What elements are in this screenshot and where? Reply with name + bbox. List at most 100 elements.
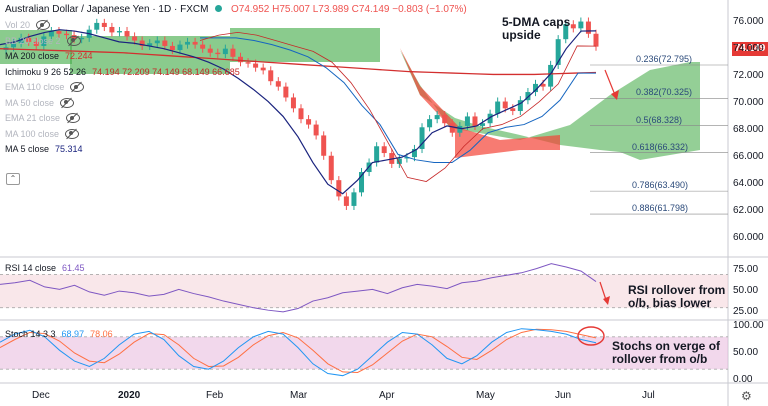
- indicator-row[interactable]: Vol 20: [5, 20, 51, 30]
- indicator-row[interactable]: MA 5 close 75.314: [5, 144, 83, 154]
- candle: [268, 70, 274, 82]
- candle: [192, 41, 198, 45]
- candle: [336, 180, 342, 197]
- candle: [139, 40, 145, 46]
- candle: [253, 63, 259, 68]
- indicator-row[interactable]: Ichimoku 9 26 52 26 74.194 72.209 74.149 …: [5, 67, 240, 77]
- candle: [79, 37, 85, 40]
- candle: [109, 26, 115, 33]
- candle: [532, 83, 538, 93]
- candle: [555, 39, 561, 65]
- ma200-line: [0, 48, 597, 76]
- candle: [585, 21, 591, 34]
- rsi-arrow-icon: [603, 296, 610, 305]
- indicator-label: EMA 21 close: [5, 113, 61, 123]
- candle: [351, 192, 357, 206]
- hidden-eye-icon[interactable]: [60, 97, 75, 108]
- highlight-circle: [577, 326, 605, 346]
- candle: [464, 116, 470, 126]
- price-tick: 72.000: [733, 69, 764, 81]
- time-tick: Mar: [290, 390, 308, 401]
- hidden-eye-icon[interactable]: [66, 35, 81, 46]
- cloud-bullish: [400, 50, 700, 160]
- indicator-value: 74.194 72.209 74.149 68.149 66.685: [92, 66, 240, 77]
- header-title: Australian Dollar / Japanese Yen · 1D · …: [5, 4, 467, 15]
- candle: [41, 36, 47, 46]
- rsi-tick: 25.00: [733, 305, 759, 317]
- stoch-k-value: 68.97: [61, 329, 85, 339]
- annotation-rsi: RSI rollover from o/b, bias lower: [628, 283, 726, 310]
- candle: [517, 100, 523, 112]
- hidden-eye-icon[interactable]: [65, 128, 80, 139]
- candle: [94, 22, 100, 30]
- candle: [237, 56, 243, 63]
- time-tick: May: [476, 390, 495, 401]
- candle: [283, 86, 289, 98]
- candle: [396, 158, 402, 164]
- price-tick: 62.000: [733, 205, 764, 217]
- candle: [540, 83, 546, 87]
- candle: [245, 62, 251, 64]
- candle: [442, 115, 448, 124]
- candle: [275, 81, 281, 87]
- candle: [419, 127, 425, 149]
- candle: [222, 48, 228, 55]
- candle: [116, 31, 122, 33]
- hidden-eye-icon[interactable]: [66, 113, 81, 123]
- rsi-legend[interactable]: RSI 14 close 61.45: [5, 263, 85, 273]
- hidden-eye-icon[interactable]: [70, 82, 85, 92]
- status-dot-icon: [215, 5, 223, 12]
- indicator-row[interactable]: EMA 21 close: [5, 113, 81, 123]
- kijun-line: [200, 37, 596, 164]
- indicator-row[interactable]: MA 200 close 72.244: [5, 51, 93, 61]
- indicator-label: BB 20 close 2: [5, 35, 61, 46]
- fib-label: 0.236(72.795): [636, 54, 693, 64]
- candle: [449, 123, 455, 133]
- price-tick: 66.000: [733, 151, 764, 163]
- candle: [215, 52, 221, 55]
- ma5-line: [0, 29, 597, 195]
- candle: [374, 146, 380, 163]
- hidden-eye-icon[interactable]: [36, 20, 51, 30]
- indicator-label: MA 5 close: [5, 144, 50, 154]
- ohlc-values: O74.952 H75.007 L73.989 C74.149 −0.803 (…: [231, 4, 467, 15]
- indicator-value: 75.314: [55, 144, 83, 154]
- stoch-tick: 50.00: [733, 347, 759, 358]
- indicator-label: MA 50 close: [5, 97, 55, 108]
- candle: [18, 37, 24, 44]
- indicator-row[interactable]: EMA 110 close: [5, 82, 85, 92]
- stoch-k-line: [0, 328, 597, 377]
- candle: [548, 64, 554, 87]
- settings-icon[interactable]: ⚙: [741, 389, 752, 403]
- candle: [290, 97, 296, 109]
- price-tick: 76.000: [733, 15, 764, 27]
- candle: [260, 67, 266, 71]
- candle: [48, 31, 54, 37]
- tenkan-line: [199, 31, 597, 182]
- fib-label: 0.5(68.328): [636, 114, 683, 125]
- fib-label: 0.786(63.490): [632, 180, 689, 191]
- rsi-arrow-icon: [599, 281, 607, 301]
- stoch-tick: 100.00: [733, 320, 764, 331]
- candle: [11, 43, 17, 48]
- indicator-label: EMA 110 close: [5, 82, 65, 92]
- indicator-row[interactable]: MA 100 close: [5, 128, 80, 139]
- indicator-row[interactable]: MA 50 close: [5, 97, 75, 108]
- indicator-row[interactable]: BB 20 close 2: [5, 35, 81, 46]
- stoch-tick: 0.00: [733, 374, 753, 385]
- symbol-title[interactable]: Australian Dollar / Japanese Yen · 1D · …: [5, 4, 209, 15]
- candle: [313, 124, 319, 136]
- candle: [200, 44, 206, 49]
- candle: [298, 108, 304, 120]
- fib-label: 0.618(66.332): [632, 141, 689, 152]
- indicator-label: Vol 20: [5, 20, 31, 30]
- candle: [124, 31, 130, 37]
- collapse-legend-icon[interactable]: ⌃: [6, 173, 20, 185]
- annotation-dma: 5-DMA caps upside: [502, 15, 571, 42]
- stoch-legend[interactable]: Stoch 14 3 3 68.97 78.06: [5, 329, 113, 339]
- down-arrow-icon: [604, 69, 616, 96]
- indicator-value: 72.244: [65, 51, 93, 61]
- candle: [457, 125, 463, 133]
- price-tick: 64.000: [733, 178, 764, 190]
